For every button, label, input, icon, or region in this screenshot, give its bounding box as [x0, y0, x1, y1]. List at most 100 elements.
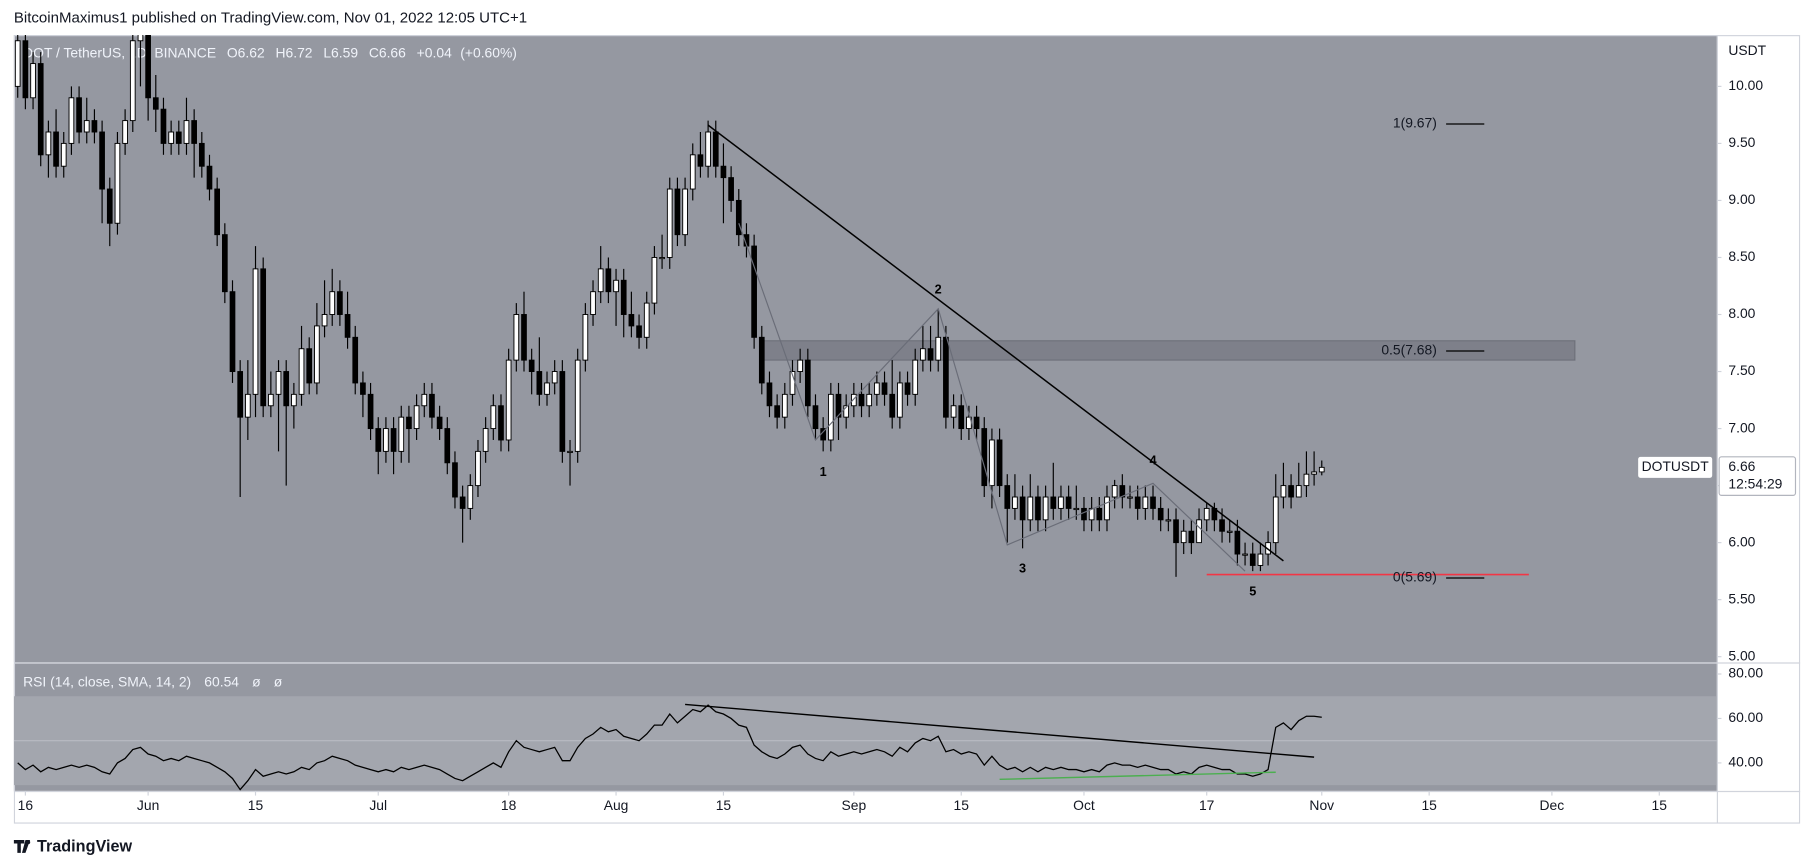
candle-body	[183, 120, 190, 144]
wave-label: 1	[820, 464, 827, 479]
candle-body	[943, 336, 949, 418]
trendline	[707, 124, 1284, 562]
candle-body	[452, 462, 458, 498]
candle-body	[459, 496, 466, 509]
candle-body	[160, 108, 167, 144]
wave-label: 5	[1249, 584, 1256, 599]
candle-body	[659, 257, 665, 260]
candle-body	[206, 165, 213, 190]
candle-body	[1173, 519, 1179, 544]
candle-body	[22, 40, 29, 99]
candle-body	[214, 188, 221, 236]
legend-change-pct: (+0.60%)	[460, 44, 517, 60]
candle-body	[252, 268, 259, 395]
candle-body	[1196, 519, 1202, 544]
candle-body	[874, 382, 880, 395]
candle-body	[329, 291, 336, 315]
wave-label: 3	[1019, 561, 1026, 576]
candle-body	[306, 348, 313, 384]
x-tick-label: Nov	[1309, 797, 1334, 813]
candle-body	[1180, 530, 1187, 544]
candle-body	[1142, 496, 1149, 509]
candle-body	[1111, 485, 1118, 498]
y-tick-label: 5.50	[1728, 590, 1755, 606]
candle-body	[129, 40, 136, 122]
candle-body	[720, 165, 727, 179]
candle-body	[751, 245, 757, 338]
candle-body	[175, 131, 182, 144]
candle-body	[298, 348, 305, 395]
legend: DOT / TetherUS, 1D, BINANCE O6.62 H6.72 …	[23, 44, 517, 60]
x-tick-label: 15	[1652, 797, 1668, 813]
candle-body	[682, 188, 688, 236]
candle-body	[1127, 496, 1133, 499]
wave-label: 2	[935, 281, 942, 296]
candle-body	[260, 268, 267, 407]
price-tag-box	[1718, 456, 1797, 496]
candle-body	[973, 416, 980, 430]
rsi-label: RSI (14, close, SMA, 14, 2)	[23, 673, 191, 689]
candle-body	[482, 428, 489, 452]
symbol-tag: DOTUSDT	[1642, 458, 1710, 474]
candle-body	[1219, 519, 1225, 532]
candle-body	[1065, 496, 1072, 509]
candle-body	[797, 359, 803, 373]
x-tick-label: 15	[954, 797, 970, 813]
fib-label: 0(5.69)	[1393, 569, 1437, 585]
candle-body	[283, 371, 290, 407]
candle-body	[1234, 530, 1241, 555]
legend-l-label: L	[323, 44, 331, 60]
candle-body	[597, 268, 604, 293]
candle-body	[728, 177, 734, 201]
candle-body	[53, 131, 59, 167]
candle-body	[168, 131, 174, 144]
candle-body	[897, 382, 903, 418]
rsi-y-tick-label: 40.00	[1728, 754, 1763, 770]
candle-body	[544, 382, 550, 395]
candle-body	[122, 120, 128, 144]
candle-body	[198, 142, 205, 167]
x-tick-label: Sep	[842, 797, 867, 813]
candle-body	[1042, 496, 1049, 521]
fib-label: 1(9.67)	[1393, 115, 1437, 131]
candle-body	[314, 325, 320, 384]
fib-label: 0.5(7.68)	[1381, 342, 1437, 358]
candle-body	[620, 279, 627, 315]
candle-body	[628, 314, 635, 327]
x-tick-label: Dec	[1540, 797, 1565, 813]
candle-body	[513, 314, 520, 361]
candle-body	[559, 371, 566, 452]
rsi-trendline	[999, 771, 1276, 781]
candle-body	[383, 428, 389, 452]
wave-label: 4	[1149, 453, 1157, 468]
candle-body	[528, 359, 535, 373]
candle-body	[981, 428, 988, 487]
rsi-y-tick-label: 80.00	[1728, 665, 1763, 681]
candle-body	[636, 325, 642, 338]
candle-body	[505, 359, 512, 441]
candle-body	[651, 257, 658, 304]
y-tick-label: 10.00	[1728, 77, 1763, 93]
candle-body	[221, 234, 228, 293]
candle-body	[375, 428, 382, 452]
logo-mark	[13, 839, 31, 853]
candle-body	[1318, 466, 1325, 473]
candle-body	[406, 416, 412, 430]
candle-body	[1303, 473, 1310, 487]
y-tick-label: 7.00	[1728, 419, 1755, 435]
candle-body	[1150, 496, 1156, 509]
candle-body	[475, 450, 481, 487]
legend-c-label: C	[369, 44, 379, 60]
rsi-trendline	[685, 703, 1315, 758]
candle-body	[37, 63, 44, 156]
candle-body	[643, 302, 650, 338]
x-tick-label: Jul	[369, 797, 387, 813]
candle-body	[337, 291, 343, 315]
candle-body	[1073, 507, 1080, 511]
candle-body	[1188, 530, 1195, 544]
candle-body	[68, 97, 75, 144]
brand-name: TradingView	[37, 837, 132, 855]
candle-body	[521, 314, 527, 361]
candle-body	[1295, 485, 1302, 498]
